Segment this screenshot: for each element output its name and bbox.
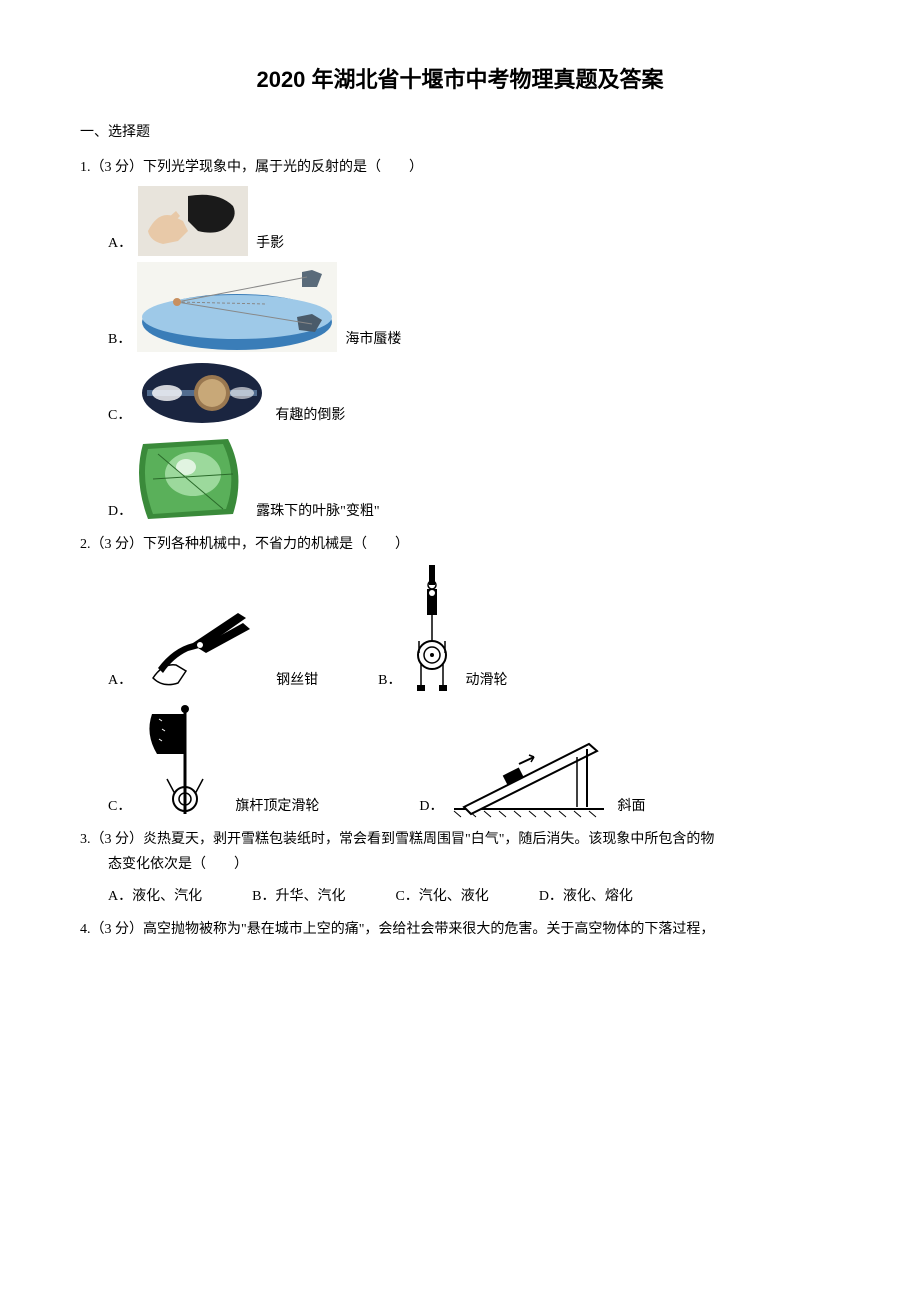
q1-b-letter: B． [108, 327, 131, 352]
q1-c-letter: C． [108, 403, 131, 428]
question-4: 4.（3 分）高空抛物被称为"悬在城市上空的痛"，会给社会带来很大的危害。关于高… [80, 917, 840, 942]
q3-option-b: B．升华、汽化 [252, 884, 345, 909]
q2-b-image [407, 563, 457, 693]
q3-stem-2: 态变化依次是（ ） [80, 852, 840, 877]
q2-row-2: C． 旗杆顶定滑轮 D． [108, 699, 840, 819]
q2-d-caption: 斜面 [617, 794, 645, 819]
question-3: 3.（3 分）炎热夏天，剥开雪糕包装纸时，常会看到雪糕周围冒"白气"，随后消失。… [80, 827, 840, 909]
q1-option-a: A． 手影 [108, 186, 840, 256]
q1-option-b: B． 海市蜃楼 [108, 262, 840, 352]
q1-d-caption: 露珠下的叶脉"变粗" [256, 499, 379, 524]
q1-b-caption: 海市蜃楼 [345, 327, 401, 352]
q1-d-image [138, 434, 248, 524]
question-1: 1.（3 分）下列光学现象中，属于光的反射的是（ ） A． 手影 B． [80, 155, 840, 524]
section-heading: 一、选择题 [80, 120, 840, 145]
q2-d-image [449, 729, 609, 819]
page-title: 2020 年湖北省十堰市中考物理真题及答案 [80, 60, 840, 100]
q2-row-1: A． 钢丝钳 B． [108, 563, 840, 693]
q2-option-a: A． 钢丝钳 [108, 563, 318, 693]
q2-c-letter: C． [108, 794, 131, 819]
q1-d-letter: D． [108, 499, 132, 524]
q3-options: A．液化、汽化 B．升华、汽化 C．汽化、液化 D．液化、熔化 [108, 884, 840, 909]
q1-option-d: D． 露珠下的叶脉"变粗" [108, 434, 840, 524]
q1-a-caption: 手影 [256, 231, 284, 256]
q2-option-d: D． 斜面 [419, 699, 645, 819]
q2-stem: 2.（3 分）下列各种机械中，不省力的机械是（ ） [80, 532, 840, 557]
q2-option-b: B． 动滑轮 [378, 563, 507, 693]
q1-option-c: C． 有趣的倒影 [108, 358, 840, 428]
q1-a-image [138, 186, 248, 256]
q1-stem: 1.（3 分）下列光学现象中，属于光的反射的是（ ） [80, 155, 840, 180]
q2-b-caption: 动滑轮 [465, 668, 507, 693]
q3-stem-1: 3.（3 分）炎热夏天，剥开雪糕包装纸时，常会看到雪糕周围冒"白气"，随后消失。… [80, 827, 840, 852]
q2-option-c: C． 旗杆顶定滑轮 [108, 699, 319, 819]
q2-a-letter: A． [108, 668, 132, 693]
q2-a-image [138, 593, 268, 693]
q4-stem: 4.（3 分）高空抛物被称为"悬在城市上空的痛"，会给社会带来很大的危害。关于高… [80, 917, 840, 942]
q3-option-a: A．液化、汽化 [108, 884, 202, 909]
q1-c-caption: 有趣的倒影 [275, 403, 345, 428]
q2-b-letter: B． [378, 668, 401, 693]
q2-c-caption: 旗杆顶定滑轮 [235, 794, 319, 819]
q1-c-image [137, 358, 267, 428]
q1-a-letter: A． [108, 231, 132, 256]
q2-c-image [137, 699, 227, 819]
q3-option-d: D．液化、熔化 [539, 884, 633, 909]
q3-option-c: C．汽化、液化 [395, 884, 488, 909]
question-2: 2.（3 分）下列各种机械中，不省力的机械是（ ） A． 钢丝钳 B． [80, 532, 840, 819]
q2-a-caption: 钢丝钳 [276, 668, 318, 693]
q1-b-image [137, 262, 337, 352]
q2-d-letter: D． [419, 794, 443, 819]
